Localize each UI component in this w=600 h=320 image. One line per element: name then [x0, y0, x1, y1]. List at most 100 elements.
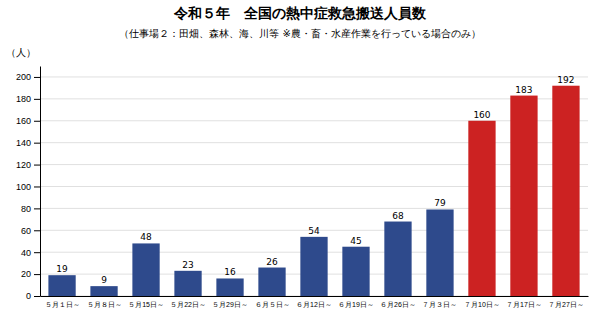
y-tick-label: 120	[16, 160, 31, 170]
x-axis: ５月１日～ ５月８日～ ５月15日～ ５月22日～ ５月29日～ ６月５日～ ６月12日～ ６…	[41, 297, 589, 308]
y-tick-mark	[34, 252, 40, 253]
y-tick-label: 40	[21, 248, 31, 258]
title: 令和５年 全国の熱中症救急搬送人員数	[173, 5, 427, 21]
data-label: 16	[224, 267, 236, 277]
y-tick: 100	[16, 182, 40, 192]
data-label: 48	[140, 232, 152, 242]
data-label: 160	[473, 110, 490, 120]
subtitle: （仕事場２：田畑、森林、海、川等 ※農・畜・水産作業を行っている場合のみ）	[119, 28, 481, 39]
bar	[468, 121, 495, 296]
x-tick: ７月17日～	[506, 301, 542, 308]
grid-line	[40, 186, 588, 187]
x-tick-label: ５月29日～	[212, 301, 248, 308]
y-tick-mark	[34, 230, 40, 231]
y-tick-label: 180	[16, 94, 31, 104]
bar	[216, 278, 243, 296]
bar	[132, 243, 159, 296]
x-tick-label: ６月５日～	[255, 301, 290, 308]
y-tick-mark	[34, 208, 40, 209]
y-tick: 60	[21, 226, 40, 236]
data-label: 45	[350, 236, 361, 246]
y-tick-mark	[34, 99, 40, 100]
data-label: 54	[308, 226, 320, 236]
x-tick-label: ７月３日～	[422, 301, 457, 308]
grid-line	[40, 76, 588, 77]
y-tick-label: 140	[16, 138, 31, 148]
y-tick-mark	[34, 77, 40, 78]
y-tick-label: 200	[16, 72, 31, 82]
bar	[510, 96, 537, 296]
chart: 令和５年 全国の熱中症救急搬送人員数 （仕事場２：田畑、森林、海、川等 ※農・畜・…	[0, 0, 600, 320]
x-tick-label: ６月12日～	[296, 301, 332, 308]
x-tick: ５月22日～	[170, 301, 206, 308]
data-labels: 19 9 48 23 16 26 54 45 68 79 160 183 192	[56, 75, 574, 285]
grid-line	[40, 164, 588, 165]
y-tick-mark	[34, 274, 40, 275]
x-tick-label: ５月22日～	[170, 301, 206, 308]
data-label: 9	[101, 275, 107, 285]
y-tick: 120	[16, 160, 40, 170]
plot: 0 20 40 60 80 100 120 140 160 180 200 ５月１日～ ５月８日～ ５月1…	[16, 67, 589, 308]
grid	[40, 77, 588, 296]
x-tick-label: ６月19日～	[338, 301, 374, 308]
bar	[174, 271, 201, 296]
y-tick: 0	[26, 291, 40, 301]
y-tick-mark	[34, 296, 40, 297]
x-tick: ５月１日～	[45, 301, 80, 308]
x-tick: ６月26日～	[380, 301, 416, 308]
y-tick: 200	[16, 72, 40, 82]
x-tick: ６月12日～	[296, 301, 332, 308]
data-label: 79	[434, 198, 446, 208]
y-tick: 80	[21, 204, 40, 214]
x-tick: ６月19日～	[338, 301, 374, 308]
bar	[258, 268, 285, 296]
grid-line	[40, 98, 588, 99]
x-tick-label: ６月26日～	[380, 301, 416, 308]
x-axis-line	[41, 296, 589, 297]
y-tick-label: 60	[21, 226, 31, 236]
bar	[426, 209, 453, 296]
y-tick: 20	[21, 269, 40, 279]
y-axis-label: （人）	[6, 47, 36, 58]
x-tick-label: ５月１日～	[45, 301, 80, 308]
y-tick-label: 160	[16, 116, 31, 126]
bar	[90, 286, 117, 296]
x-tick-label: ７月27日～	[548, 301, 584, 308]
bar	[300, 237, 327, 296]
bar	[552, 86, 579, 296]
y-tick-mark	[34, 186, 40, 187]
x-tick: ５月29日～	[212, 301, 248, 308]
bar	[384, 222, 411, 296]
data-label: 19	[56, 264, 68, 274]
x-tick: ６月５日～	[255, 301, 290, 308]
x-tick-label: ７月10日～	[464, 301, 500, 308]
data-label: 26	[266, 257, 278, 267]
y-tick-label: 0	[26, 291, 31, 301]
y-tick-mark	[34, 165, 40, 166]
x-tick-label: ５月８日～	[87, 301, 122, 308]
y-tick: 140	[16, 138, 40, 148]
y-tick-mark	[34, 143, 40, 144]
y-tick-label: 20	[21, 269, 31, 279]
y-tick-mark	[34, 121, 40, 122]
x-tick: ５月８日～	[87, 301, 122, 308]
grid-line	[40, 208, 588, 209]
data-label: 68	[392, 211, 404, 221]
y-tick-label: 100	[16, 182, 31, 192]
x-tick: ５月15日～	[128, 301, 164, 308]
data-label: 192	[557, 75, 574, 85]
y-axis-line	[40, 67, 41, 297]
x-tick: ７月10日～	[464, 301, 500, 308]
y-tick-label: 80	[21, 204, 31, 214]
data-label: 23	[182, 260, 193, 270]
grid-line	[40, 142, 588, 143]
data-label: 183	[515, 85, 532, 95]
grid-line	[40, 120, 588, 121]
x-tick-label: ５月15日～	[128, 301, 164, 308]
bars	[48, 86, 579, 296]
x-tick: ７月27日～	[548, 301, 584, 308]
bar	[48, 275, 75, 296]
y-axis: 0 20 40 60 80 100 120 140 160 180 200	[16, 67, 41, 302]
y-tick: 180	[16, 94, 40, 104]
y-tick: 160	[16, 116, 40, 126]
